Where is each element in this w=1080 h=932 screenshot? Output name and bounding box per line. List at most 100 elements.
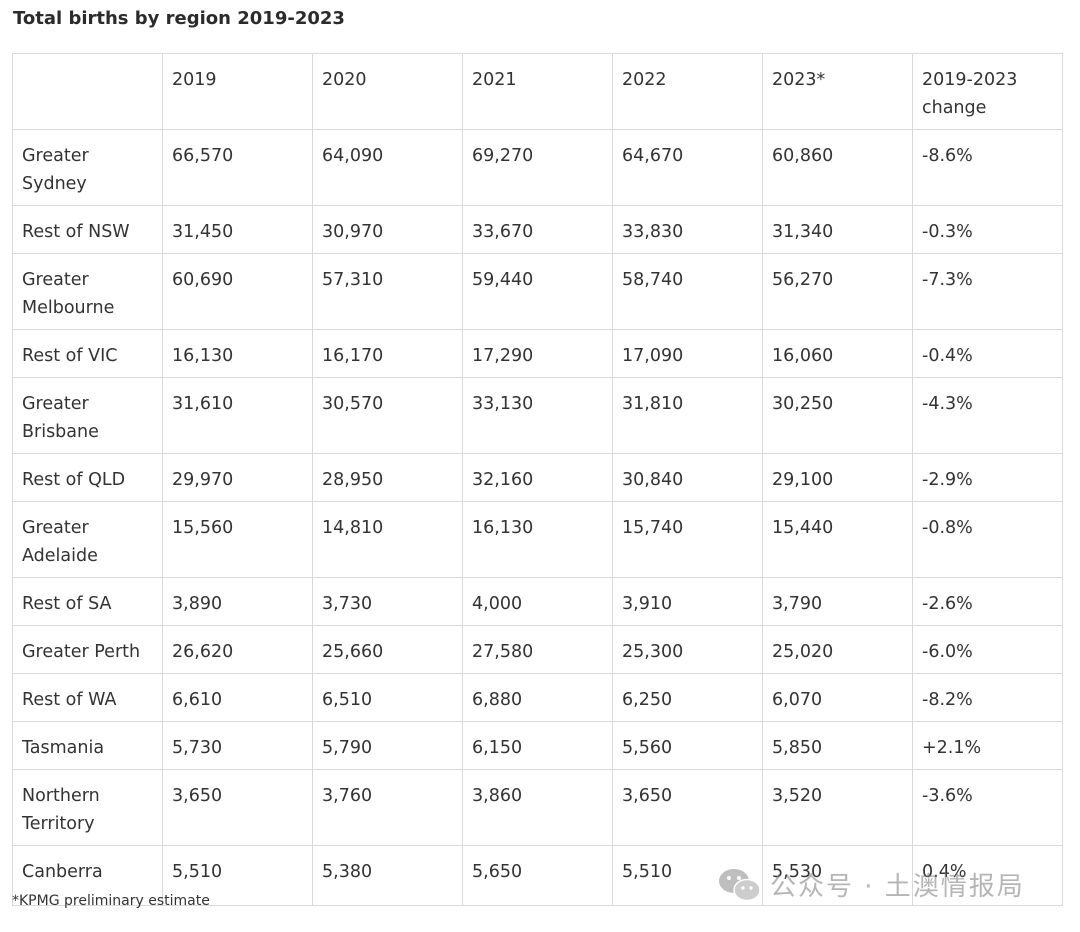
change-cell: -7.3% [912,253,1063,330]
change-cell: -8.2% [912,673,1063,722]
value-cell: 31,810 [612,377,763,454]
value-cell: 33,670 [462,205,613,254]
table-row: Greater Adelaide 15,560 14,810 16,130 15,740… [12,501,1063,578]
table-row: Greater Melbourne 60,690 57,310 59,440 58,74… [12,253,1063,330]
table-row: Rest of NSW 31,450 30,970 33,670 33,830 31,34… [12,205,1063,254]
value-cell: 59,440 [462,253,613,330]
table-row: Rest of QLD 29,970 28,950 32,160 30,840 29,10… [12,453,1063,502]
value-cell: 32,160 [462,453,613,502]
value-cell: 6,250 [612,673,763,722]
value-cell: 29,100 [762,453,913,502]
value-cell: 3,860 [462,769,613,846]
change-cell: +2.1% [912,721,1063,770]
change-cell: -8.6% [912,129,1063,206]
header-2023: 2023* [762,53,913,130]
change-cell: -2.6% [912,577,1063,626]
region-cell: Greater Melbourne [12,253,163,330]
value-cell: 5,380 [312,845,463,906]
value-cell: 60,690 [162,253,313,330]
value-cell: 5,730 [162,721,313,770]
region-cell: Tasmania [12,721,163,770]
value-cell: 6,150 [462,721,613,770]
value-cell: 29,970 [162,453,313,502]
table-row: Rest of WA 6,610 6,510 6,880 6,250 6,070 -8.2% [12,673,1063,722]
header-2021: 2021 [462,53,613,130]
value-cell: 31,340 [762,205,913,254]
value-cell: 64,670 [612,129,763,206]
watermark-text: 公众号 · 土澳情报局 [770,872,1025,902]
value-cell: 30,970 [312,205,463,254]
region-cell: Greater Adelaide [12,501,163,578]
value-cell: 3,760 [312,769,463,846]
value-cell: 33,830 [612,205,763,254]
value-cell: 31,450 [162,205,313,254]
value-cell: 25,020 [762,625,913,674]
table-row: Greater Sydney 66,570 64,090 69,270 64,670 60… [12,129,1063,206]
value-cell: 5,560 [612,721,763,770]
table-row: Northern Territory 3,650 3,760 3,860 3,650 3,… [12,769,1063,846]
region-cell: Rest of NSW [12,205,163,254]
births-table: 2019 2020 2021 2022 2023* 2019-2023 chan… [12,53,1063,906]
value-cell: 69,270 [462,129,613,206]
value-cell: 16,130 [462,501,613,578]
region-cell: Rest of WA [12,673,163,722]
wechat-icon [719,868,761,901]
table-row: Tasmania 5,730 5,790 6,150 5,560 5,850 +2.1% [12,721,1063,770]
table-row: Canberra 5,510 5,380 5,650 5,510 5,530 0.4% [12,845,1063,906]
watermark: 公众号 · 土澳情报局 [718,866,1025,903]
value-cell: 3,520 [762,769,913,846]
value-cell: 28,950 [312,453,463,502]
value-cell: 16,060 [762,329,913,378]
table-row: Greater Brisbane 31,610 30,570 33,130 31,810… [12,377,1063,454]
value-cell: 58,740 [612,253,763,330]
change-cell: -2.9% [912,453,1063,502]
value-cell: 56,270 [762,253,913,330]
value-cell: 3,890 [162,577,313,626]
change-cell: -6.0% [912,625,1063,674]
change-cell: -4.3% [912,377,1063,454]
value-cell: 26,620 [162,625,313,674]
region-cell: Greater Brisbane [12,377,163,454]
value-cell: 5,510 [162,845,313,906]
region-cell: Rest of QLD [12,453,163,502]
value-cell: 16,130 [162,329,313,378]
value-cell: 17,290 [462,329,613,378]
page-title: Total births by region 2019-2023 [13,8,345,29]
value-cell: 5,850 [762,721,913,770]
value-cell: 3,910 [612,577,763,626]
footnote: *KPMG preliminary estimate [12,893,210,909]
value-cell: 5,790 [312,721,463,770]
value-cell: 66,570 [162,129,313,206]
value-cell: 14,810 [312,501,463,578]
value-cell: 16,170 [312,329,463,378]
value-cell: 27,580 [462,625,613,674]
value-cell: 25,660 [312,625,463,674]
change-cell: -0.8% [912,501,1063,578]
value-cell: 64,090 [312,129,463,206]
value-cell: 17,090 [612,329,763,378]
table-body: Greater Sydney 66,570 64,090 69,270 64,670 60… [12,129,1063,906]
value-cell: 25,300 [612,625,763,674]
value-cell: 30,250 [762,377,913,454]
value-cell: 3,790 [762,577,913,626]
region-cell: Canberra [12,845,163,906]
value-cell: 5,650 [462,845,613,906]
region-cell: Greater Perth [12,625,163,674]
region-cell: Rest of VIC [12,329,163,378]
table-row: Rest of SA 3,890 3,730 4,000 3,910 3,790 -2.6% [12,577,1063,626]
region-cell: Rest of SA [12,577,163,626]
change-cell: 0.4% [912,845,1063,906]
value-cell: 6,880 [462,673,613,722]
value-cell: 15,560 [162,501,313,578]
value-cell: 6,510 [312,673,463,722]
value-cell: 33,130 [462,377,613,454]
header-change: 2019-2023 change [912,53,1063,130]
value-cell: 3,730 [312,577,463,626]
value-cell: 4,000 [462,577,613,626]
value-cell: 6,070 [762,673,913,722]
value-cell: 30,840 [612,453,763,502]
value-cell: 31,610 [162,377,313,454]
value-cell: 57,310 [312,253,463,330]
table-row: Greater Perth 26,620 25,660 27,580 25,300 25,… [12,625,1063,674]
region-cell: Greater Sydney [12,129,163,206]
